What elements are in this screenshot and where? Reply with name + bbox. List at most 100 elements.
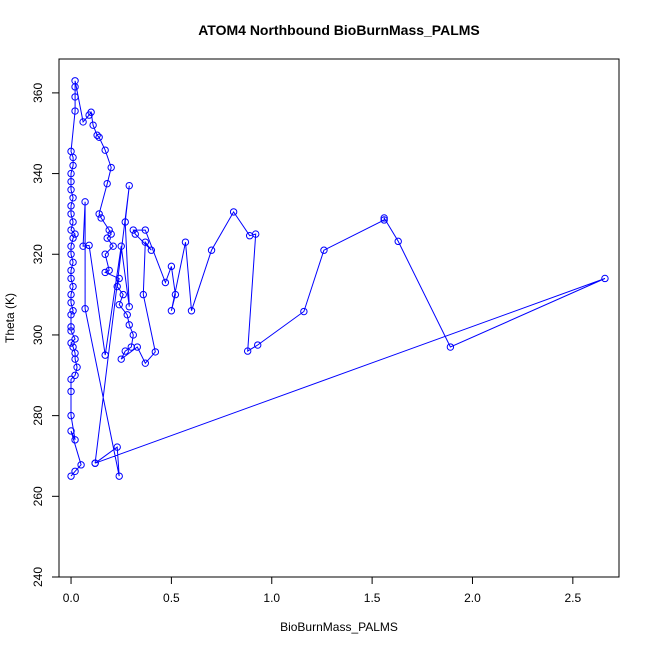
- data-point: [89, 121, 97, 129]
- data-point: [320, 246, 328, 254]
- data-point: [129, 331, 137, 339]
- data-point: [161, 278, 170, 287]
- data-point: [380, 216, 388, 224]
- data-point: [446, 343, 455, 351]
- data-point: [125, 181, 133, 190]
- data-point: [71, 77, 79, 85]
- y-tick-label: 280: [31, 405, 45, 425]
- x-tick-label: 0.0: [63, 591, 80, 605]
- x-axis-label: BioBurnMass_PALMS: [280, 620, 398, 634]
- data-point: [67, 266, 75, 275]
- data-point: [147, 246, 156, 254]
- data-point: [125, 321, 133, 329]
- data-point: [117, 242, 125, 250]
- data-point: [113, 443, 121, 451]
- data-point: [71, 436, 79, 444]
- data-point: [67, 327, 75, 335]
- data-point: [67, 147, 75, 156]
- data-point: [87, 108, 95, 116]
- data-point: [141, 359, 150, 367]
- data-point: [67, 311, 75, 319]
- data-point: [115, 472, 123, 480]
- data-point: [103, 179, 111, 188]
- data-point: [69, 343, 77, 351]
- data-point: [101, 351, 109, 359]
- data-point: [243, 347, 252, 355]
- data-point: [67, 472, 75, 480]
- data-point: [167, 307, 176, 315]
- y-axis: 240 260 280 300 320 340 360: [31, 83, 60, 587]
- data-point: [69, 258, 77, 267]
- data-point: [95, 133, 103, 141]
- data-point: [105, 226, 113, 234]
- y-tick-label: 300: [31, 325, 45, 345]
- data-point: [101, 268, 109, 277]
- y-tick-label: 360: [31, 83, 45, 103]
- data-point: [93, 131, 101, 139]
- data-point: [95, 210, 103, 218]
- data-point: [67, 242, 75, 250]
- data-point: [69, 307, 77, 315]
- data-point: [119, 290, 127, 299]
- data-point: [254, 341, 262, 349]
- data-point: [67, 202, 75, 210]
- data-point: [131, 230, 139, 238]
- data-point: [103, 234, 111, 242]
- data-point: [171, 290, 180, 299]
- data-point: [71, 371, 79, 379]
- data-point: [71, 467, 79, 476]
- y-tick-label: 260: [31, 486, 45, 506]
- data-point: [101, 250, 109, 258]
- data-point: [71, 107, 79, 115]
- data-point: [67, 274, 75, 283]
- data-point: [300, 307, 308, 316]
- y-tick-label: 320: [31, 244, 45, 264]
- y-tick-label: 240: [31, 567, 45, 587]
- data-point: [252, 230, 260, 238]
- data-point: [67, 250, 75, 258]
- data-point: [115, 300, 123, 309]
- data-point: [69, 161, 77, 170]
- data-point: [67, 323, 75, 331]
- data-point: [181, 238, 190, 246]
- data-point: [229, 208, 238, 216]
- data-point: [113, 282, 121, 291]
- data-point: [394, 237, 402, 246]
- data-point: [133, 343, 141, 351]
- data-point: [121, 347, 129, 355]
- y-axis-label: Theta (K): [3, 293, 17, 343]
- data-point: [107, 230, 115, 238]
- x-tick-label: 2.0: [464, 591, 481, 605]
- series-line: [70, 80, 606, 477]
- data-point: [67, 186, 75, 194]
- data-point: [67, 339, 75, 347]
- data-point: [85, 241, 93, 250]
- data-point: [73, 363, 81, 371]
- data-point: [81, 198, 89, 206]
- data-point: [129, 226, 137, 234]
- x-tick-label: 2.5: [564, 591, 581, 605]
- data-point: [97, 214, 105, 222]
- data-point: [67, 427, 75, 435]
- data-point: [121, 218, 129, 226]
- data-point: [79, 118, 87, 126]
- x-axis: 0.0 0.5 1.0 1.5 2.0 2.5: [63, 576, 581, 605]
- data-point: [91, 459, 99, 467]
- data-point: [207, 246, 216, 254]
- data-point: [167, 262, 176, 271]
- data-point: [71, 230, 79, 238]
- data-point: [67, 177, 75, 186]
- data-point: [109, 242, 117, 250]
- data-point: [69, 234, 77, 242]
- plot-frame: [58, 58, 620, 578]
- series-points: [67, 77, 609, 480]
- data-point: [380, 214, 388, 222]
- data-point: [67, 210, 75, 218]
- data-point: [69, 194, 77, 202]
- data-point: [71, 93, 79, 101]
- data-point: [141, 238, 150, 246]
- data-point: [67, 411, 75, 420]
- x-tick-label: 1.5: [364, 591, 381, 605]
- data-point: [81, 305, 89, 313]
